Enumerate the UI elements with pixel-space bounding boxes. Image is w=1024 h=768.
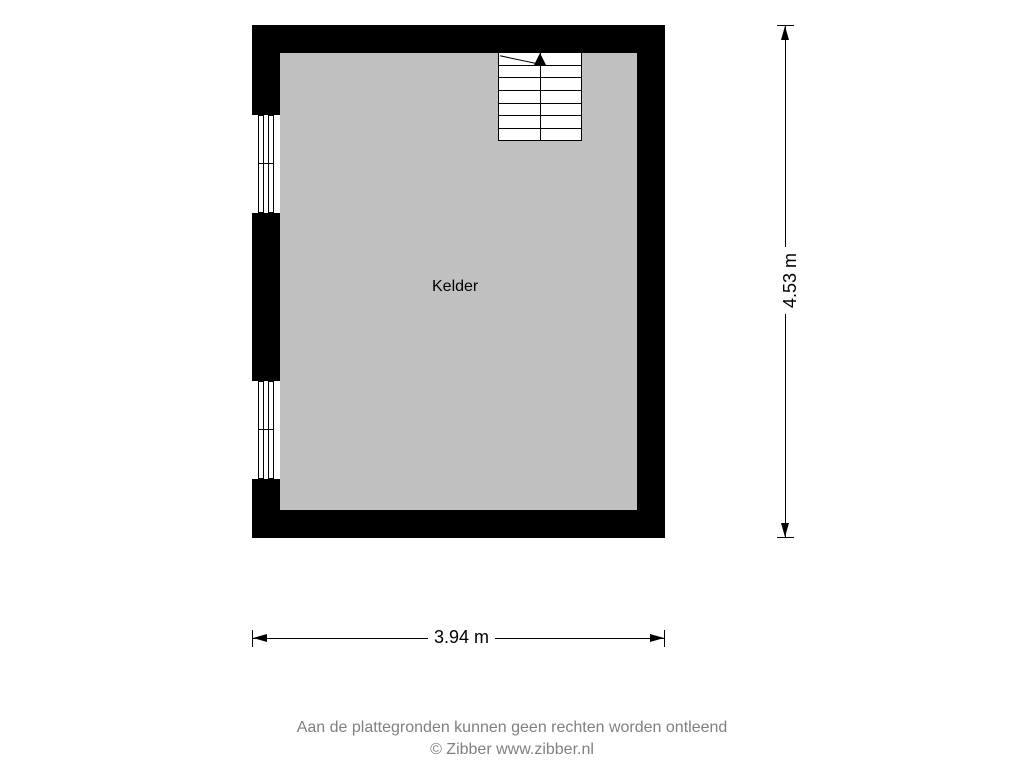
dimension-width-arrow-left-icon bbox=[253, 634, 267, 642]
window-opening-2 bbox=[252, 381, 280, 479]
stairs bbox=[498, 53, 582, 141]
dimension-height-label: 4.53 m bbox=[780, 247, 801, 314]
room-label: Kelder bbox=[432, 278, 478, 296]
disclaimer-line-1: Aan de plattegronden kunnen geen rechten… bbox=[0, 717, 1024, 739]
dimension-width-arrow-right-icon bbox=[650, 634, 664, 642]
dimension-height-arrow-up-icon bbox=[781, 26, 789, 40]
stairs-arrow-up-icon bbox=[534, 53, 546, 65]
dimension-width-tick-right bbox=[664, 630, 665, 647]
stairs-centerline bbox=[540, 53, 541, 140]
footer-disclaimer: Aan de plattegronden kunnen geen rechten… bbox=[0, 717, 1024, 762]
window-opening-1 bbox=[252, 115, 280, 213]
disclaimer-line-2: © Zibber www.zibber.nl bbox=[0, 739, 1024, 761]
dimension-height-tick-bottom bbox=[777, 537, 794, 538]
dimension-height-arrow-down-icon bbox=[781, 523, 789, 537]
dimension-width-label: 3.94 m bbox=[428, 627, 495, 648]
